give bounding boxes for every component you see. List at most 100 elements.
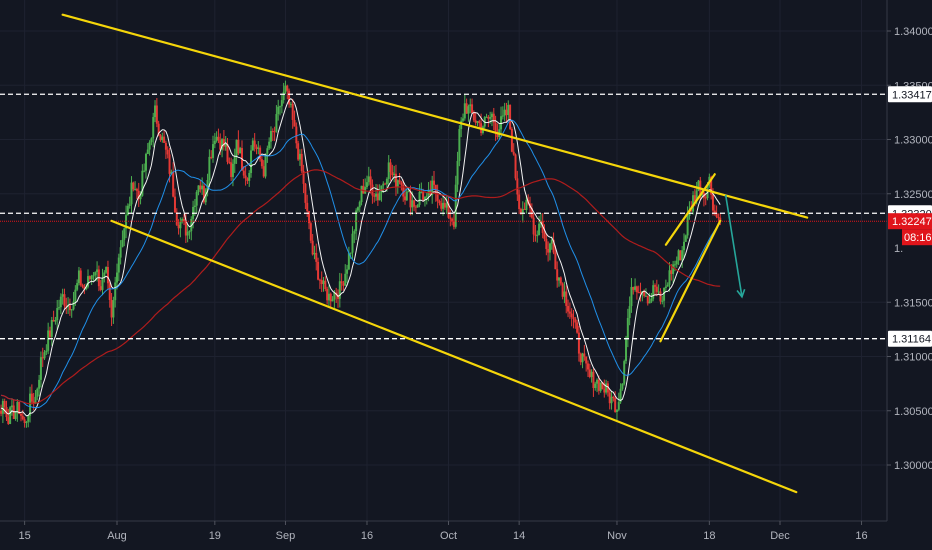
candle-body (143, 170, 146, 172)
candle-body (719, 217, 722, 222)
candle-body (282, 91, 285, 101)
candle-body (558, 277, 560, 281)
projection-arrow-shaft[interactable] (724, 194, 743, 297)
candle-body (21, 415, 24, 420)
candle-body (119, 247, 122, 258)
channel-upper-trendline[interactable] (61, 13, 809, 219)
candle-body (362, 185, 365, 194)
candle-body (346, 269, 349, 274)
candle-body (610, 396, 613, 404)
candle-body (126, 205, 129, 216)
candle-body (302, 171, 305, 184)
candle-body (365, 182, 368, 188)
candle-body (90, 275, 93, 280)
candle-body (94, 272, 97, 276)
candle-body (56, 308, 59, 321)
candle-body (137, 190, 140, 200)
candle-body (186, 231, 189, 236)
candle-body (114, 282, 117, 301)
y-tick-label-4: 1.31500 (894, 297, 932, 309)
candle-body (344, 273, 347, 286)
candle-body (510, 128, 513, 152)
candle-body (652, 285, 655, 299)
candle-body (518, 194, 521, 210)
candle-body (682, 241, 685, 251)
x-tick-label-3: Sep (276, 530, 296, 542)
candle-body (306, 202, 309, 212)
candle-body (574, 318, 577, 323)
candle-body (697, 180, 700, 191)
candle-body (349, 252, 352, 254)
candle-body (485, 116, 488, 118)
candle-body (579, 353, 582, 363)
level-tag-2: 1.31164 (892, 334, 931, 346)
candle-body (686, 216, 689, 236)
trendlines[interactable] (61, 13, 809, 494)
candle-body (275, 114, 278, 132)
candle-body (50, 319, 53, 337)
horizontal-levels[interactable] (0, 93, 887, 340)
candle-body (273, 131, 276, 133)
countdown-tag: 08:16 (904, 232, 932, 244)
candle-body (547, 248, 550, 253)
ma-fast-line (0, 98, 721, 417)
candle-body (382, 183, 385, 186)
candle-body (116, 272, 118, 283)
candle-body (605, 383, 608, 393)
candle-body (81, 285, 84, 287)
candle-body (34, 396, 37, 404)
candle-body (251, 140, 254, 151)
candle-body (625, 337, 628, 362)
channel-lower-trendline[interactable] (110, 219, 798, 494)
candle-body (617, 402, 620, 410)
candle-body (228, 161, 231, 163)
y-tick-label-3: 1.32500 (894, 189, 932, 201)
candle-body (443, 202, 446, 208)
candle-body (45, 350, 48, 353)
candle-body (135, 188, 138, 191)
candle-body (0, 410, 3, 414)
wedge-upper-trendline[interactable] (664, 173, 716, 246)
candle-body (293, 119, 296, 127)
time-axis[interactable]: 15 Aug 19 Sep 16 Oct 14 Nov 18 Dec 16 (18, 521, 868, 542)
candle-body (512, 151, 515, 155)
candle-body (474, 120, 477, 123)
candle-body (465, 103, 468, 114)
candle-body (467, 106, 470, 114)
candle-body (326, 289, 329, 301)
candle-body (1, 401, 4, 414)
y-tick-label-partial: 1. (894, 243, 903, 255)
candle-body (79, 270, 82, 286)
candle-body (134, 188, 137, 190)
candle-body (277, 106, 280, 115)
candle-body (210, 156, 213, 158)
current-price-tag-bg (888, 213, 932, 230)
candle-body (38, 379, 41, 389)
candle-body (489, 116, 492, 119)
candle-body (445, 203, 448, 208)
candle-body (117, 257, 120, 273)
candle-body (418, 191, 421, 205)
candle-body (496, 132, 499, 138)
candle-body (420, 191, 423, 193)
candle-body (48, 330, 51, 337)
candle-body (507, 104, 510, 116)
projection-arrow[interactable] (724, 194, 746, 299)
candle-body (594, 383, 597, 388)
candle-body (10, 405, 13, 408)
candle-body (414, 206, 417, 208)
candle-body (315, 252, 318, 262)
candle-body (568, 311, 571, 314)
candle-body (327, 293, 330, 301)
candle-body (88, 276, 91, 280)
candle-body (668, 270, 671, 285)
candle-body (177, 224, 180, 229)
wedge-lower-trendline[interactable] (659, 219, 722, 343)
candle-body (548, 243, 551, 253)
candle-body (681, 250, 684, 261)
projection-arrow-head[interactable] (736, 289, 746, 299)
candle-body (85, 286, 88, 290)
candle-body (588, 369, 591, 377)
candle-body (175, 212, 178, 225)
